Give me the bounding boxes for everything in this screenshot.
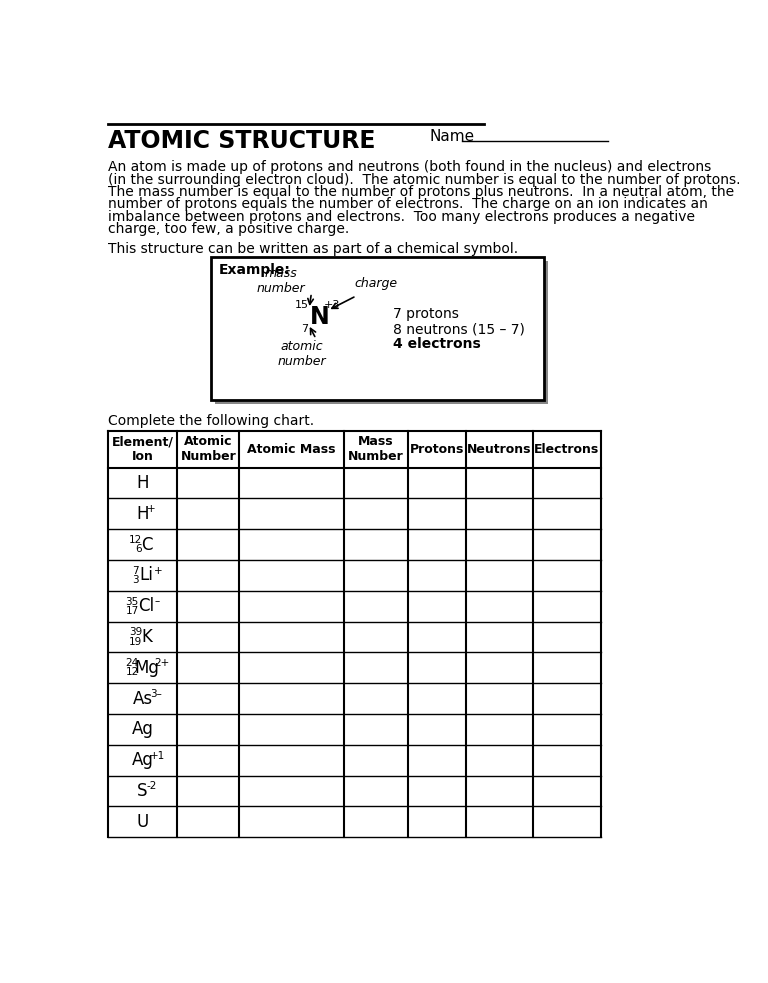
- Text: 6: 6: [135, 545, 142, 554]
- Text: Name: Name: [429, 129, 475, 144]
- Text: Neutrons: Neutrons: [467, 442, 531, 455]
- Text: +3: +3: [324, 301, 340, 311]
- Text: mass
number: mass number: [257, 266, 305, 295]
- Text: Atomic
Number: Atomic Number: [180, 435, 237, 463]
- Text: Atomic Mass: Atomic Mass: [247, 442, 336, 455]
- Text: charge: charge: [354, 277, 397, 290]
- Text: number of protons equals the number of electrons.  The charge on an ion indicate: number of protons equals the number of e…: [108, 198, 707, 211]
- Text: 7: 7: [301, 324, 308, 334]
- Text: Li: Li: [140, 566, 154, 584]
- Text: ATOMIC STRUCTURE: ATOMIC STRUCTURE: [108, 129, 375, 152]
- Text: 24: 24: [125, 659, 139, 668]
- Text: C: C: [141, 536, 152, 553]
- Bar: [210, 258, 544, 400]
- Text: 39: 39: [129, 627, 142, 637]
- Text: -2: -2: [147, 781, 157, 791]
- Text: H: H: [136, 474, 149, 492]
- Text: Cl: Cl: [138, 597, 154, 615]
- Text: (in the surrounding electron cloud).  The atomic number is equal to the number o: (in the surrounding electron cloud). The…: [108, 173, 740, 187]
- Text: 15: 15: [294, 301, 308, 311]
- Text: Protons: Protons: [409, 442, 464, 455]
- Text: An atom is made up of protons and neutrons (both found in the nucleus) and elect: An atom is made up of protons and neutro…: [108, 160, 711, 174]
- Text: Example:: Example:: [218, 263, 290, 277]
- Text: imbalance between protons and electrons.  Too many electrons produces a negative: imbalance between protons and electrons.…: [108, 209, 694, 223]
- Text: The mass number is equal to the number of protons plus neutrons.  In a neutral a: The mass number is equal to the number o…: [108, 185, 733, 199]
- Text: 12: 12: [125, 667, 139, 677]
- Text: Ag: Ag: [131, 721, 154, 738]
- Text: 7 protons: 7 protons: [392, 307, 458, 320]
- Text: As: As: [132, 689, 153, 708]
- Text: This structure can be written as part of a chemical symbol.: This structure can be written as part of…: [108, 242, 518, 256]
- Text: +: +: [147, 504, 155, 514]
- Text: Mg: Mg: [134, 659, 159, 676]
- Text: Electrons: Electrons: [535, 442, 600, 455]
- Text: 3–: 3–: [151, 689, 162, 699]
- Text: 19: 19: [129, 637, 142, 647]
- Text: 2+: 2+: [154, 659, 170, 668]
- Text: U: U: [137, 813, 149, 831]
- Text: charge, too few, a positive charge.: charge, too few, a positive charge.: [108, 222, 349, 236]
- Text: 4 electrons: 4 electrons: [392, 337, 481, 351]
- Bar: [214, 261, 548, 404]
- Text: Complete the following chart.: Complete the following chart.: [108, 414, 314, 428]
- Text: K: K: [141, 628, 152, 646]
- Text: 17: 17: [125, 606, 139, 615]
- Text: 8 neutrons (15 – 7): 8 neutrons (15 – 7): [392, 322, 525, 336]
- Text: 12: 12: [129, 535, 142, 545]
- Text: Ag: Ag: [131, 751, 154, 769]
- Text: Element/
Ion: Element/ Ion: [111, 435, 174, 463]
- Text: N: N: [310, 306, 329, 329]
- Text: 35: 35: [125, 597, 139, 607]
- Text: –: –: [154, 597, 160, 607]
- Text: 7: 7: [132, 566, 139, 576]
- Text: +1: +1: [151, 750, 165, 761]
- Text: +: +: [154, 566, 163, 576]
- Text: atomic
number: atomic number: [278, 340, 326, 369]
- Text: Mass
Number: Mass Number: [348, 435, 404, 463]
- Text: H: H: [136, 504, 149, 523]
- Text: 3: 3: [132, 575, 139, 585]
- Text: S: S: [137, 781, 147, 800]
